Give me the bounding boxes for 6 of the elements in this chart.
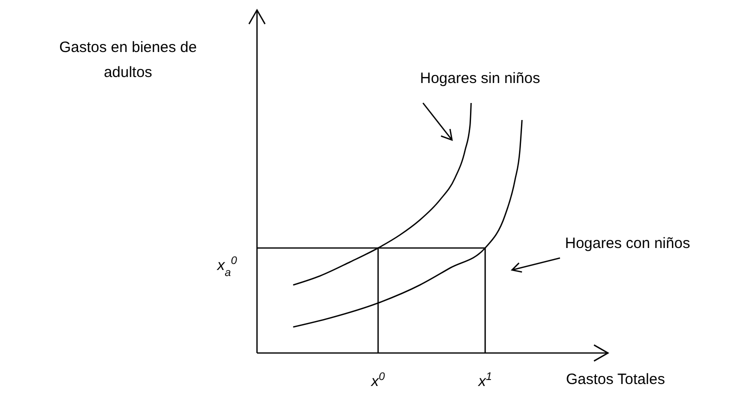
text: Hogares con niños: [565, 235, 690, 252]
y-axis-title: Gastos en bienes de adultos: [59, 39, 197, 81]
series-label: Hogares sin niños: [420, 70, 540, 87]
x-tick-label: x$^{1}$: [477, 371, 492, 390]
x-tick-label: x$^{0}$: [370, 371, 386, 390]
x-axis-title: Gastos Totales: [566, 371, 665, 388]
